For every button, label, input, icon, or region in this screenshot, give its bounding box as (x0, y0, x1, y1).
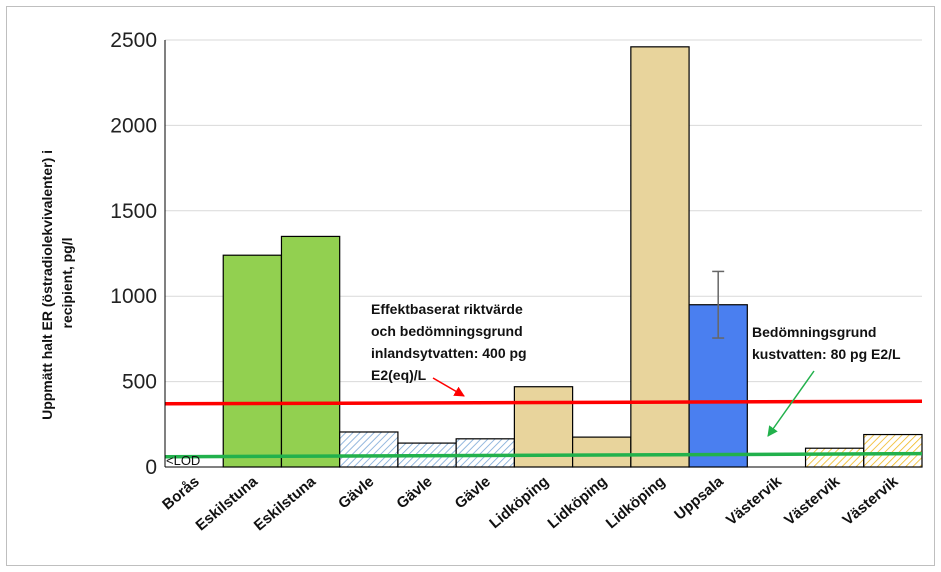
bar-12 (863, 433, 923, 468)
bar-2 (280, 235, 341, 468)
annotation-coastal-line-1: Bedömningsgrund (752, 324, 876, 340)
reference-line-0 (164, 399, 923, 406)
bar-1 (222, 254, 283, 468)
x-tick-label: Lidköping (486, 473, 552, 532)
y-tick-label: 2500 (110, 29, 157, 52)
bar-5 (455, 438, 515, 468)
y-axis-label-line-2: recipient, pg/l (59, 237, 75, 328)
y-tick-label: 2000 (110, 114, 157, 137)
y-axis-label: Uppmätt halt ER (östradiolekvivalenter) … (39, 146, 75, 420)
annotation-inland-line-3: inlandsytvatten: 400 pg (371, 345, 527, 361)
x-tick-label: Borås (159, 473, 203, 513)
x-tick-label: Gävle (335, 473, 377, 512)
bar-11 (804, 447, 865, 468)
annotation-inland: Effektbaserat riktvärde och bedömningsgr… (371, 301, 530, 383)
annotation-inland-line-1: Effektbaserat riktvärde (371, 301, 523, 317)
lod-label: <LOD (166, 453, 200, 468)
annotation-inland-line-4: E2(eq)/L (371, 367, 427, 383)
x-tick-label: Eskilstuna (193, 473, 262, 535)
x-tick-label: Uppsala (671, 473, 727, 524)
annotation-inland-line-2: och bedömningsgrund (371, 323, 523, 339)
y-tick-label: 1500 (110, 200, 157, 223)
y-tick-label: 1000 (110, 285, 157, 308)
x-tick-label: Lidköping (544, 473, 610, 532)
bar-7 (572, 436, 632, 468)
y-tick-label: 500 (122, 371, 157, 394)
x-tick-label: Gävle (393, 473, 435, 512)
x-tick-label: Västervik (839, 473, 902, 529)
y-tick-label: 0 (145, 456, 157, 479)
bar-8 (630, 46, 690, 468)
x-tick-label: Gävle (452, 473, 494, 512)
annotation-inland-arrow (432, 377, 465, 397)
y-axis-label-line-1: Uppmätt halt ER (östradiolekvivalenter) … (39, 150, 55, 420)
annotation-coastal: Bedömningsgrund kustvatten: 80 pg E2/L (752, 324, 901, 362)
x-tick-label: Eskilstuna (251, 473, 320, 535)
reference-line-1 (164, 451, 923, 459)
reference-lines (164, 399, 923, 459)
chart-frame (6, 6, 935, 566)
annotation-coastal-arrow (767, 370, 815, 437)
bars (222, 46, 923, 468)
bar-3 (339, 431, 399, 468)
annotation-coastal-line-2: kustvatten: 80 pg E2/L (752, 346, 901, 362)
x-tick-label: Västervik (723, 473, 786, 529)
x-tick-label: Västervik (781, 473, 844, 529)
x-tick-label: Lidköping (603, 473, 669, 532)
